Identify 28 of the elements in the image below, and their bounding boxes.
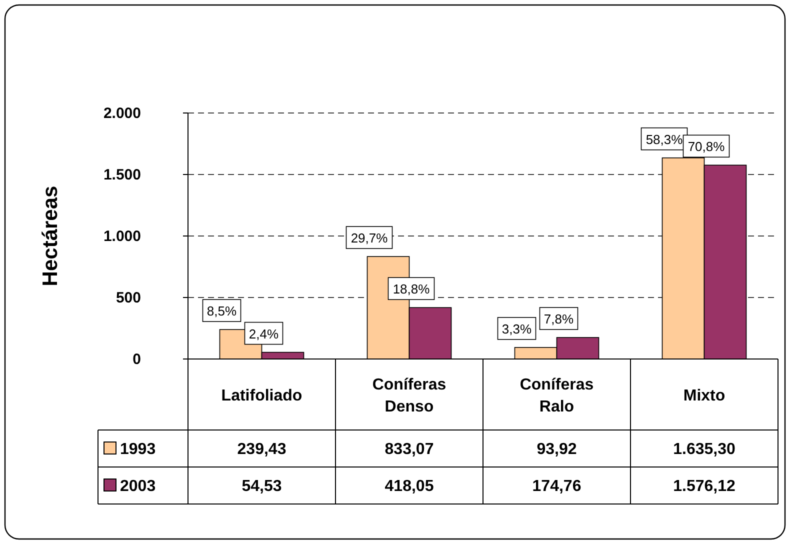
y-tick-label: 1.000 <box>103 228 141 245</box>
data-label: 174,76 <box>532 478 582 495</box>
y-tick-label: 2.000 <box>103 105 141 122</box>
x-tick-label: Latifoliado <box>221 388 302 404</box>
annotation: 29,7% <box>350 230 388 246</box>
y-tick-label: 500 <box>116 290 141 306</box>
x-tick-label: Coníferas Ralo <box>520 376 594 416</box>
annotation: 3,3% <box>502 321 532 336</box>
legend-label: 1993 <box>120 441 156 458</box>
x-tick-label: Mixto <box>683 388 726 404</box>
y-tick-label: 0 <box>132 351 141 368</box>
annotation: 8,5% <box>206 304 237 319</box>
data-label: 833,07 <box>384 441 434 458</box>
annotation: 58,3% <box>646 132 684 147</box>
data-label: 418,05 <box>384 478 434 495</box>
data-label: 54,53 <box>242 478 282 495</box>
data-label: 1.576,12 <box>673 478 736 495</box>
annotation: 7,8% <box>544 312 574 327</box>
data-label: 93,92 <box>536 441 577 458</box>
y-tick-label: 1.500 <box>103 166 141 184</box>
annotation: 18,8% <box>392 282 430 297</box>
data-label: 239,43 <box>237 441 286 458</box>
x-tick-label: Coníferas Denso <box>372 376 446 416</box>
legend-label: 2003 <box>120 478 156 495</box>
annotation: 2,4% <box>248 326 279 342</box>
annotation: 70,8% <box>688 139 726 154</box>
data-label: 1.635,30 <box>673 441 736 458</box>
y-axis-title: Hectáreas <box>39 186 62 286</box>
